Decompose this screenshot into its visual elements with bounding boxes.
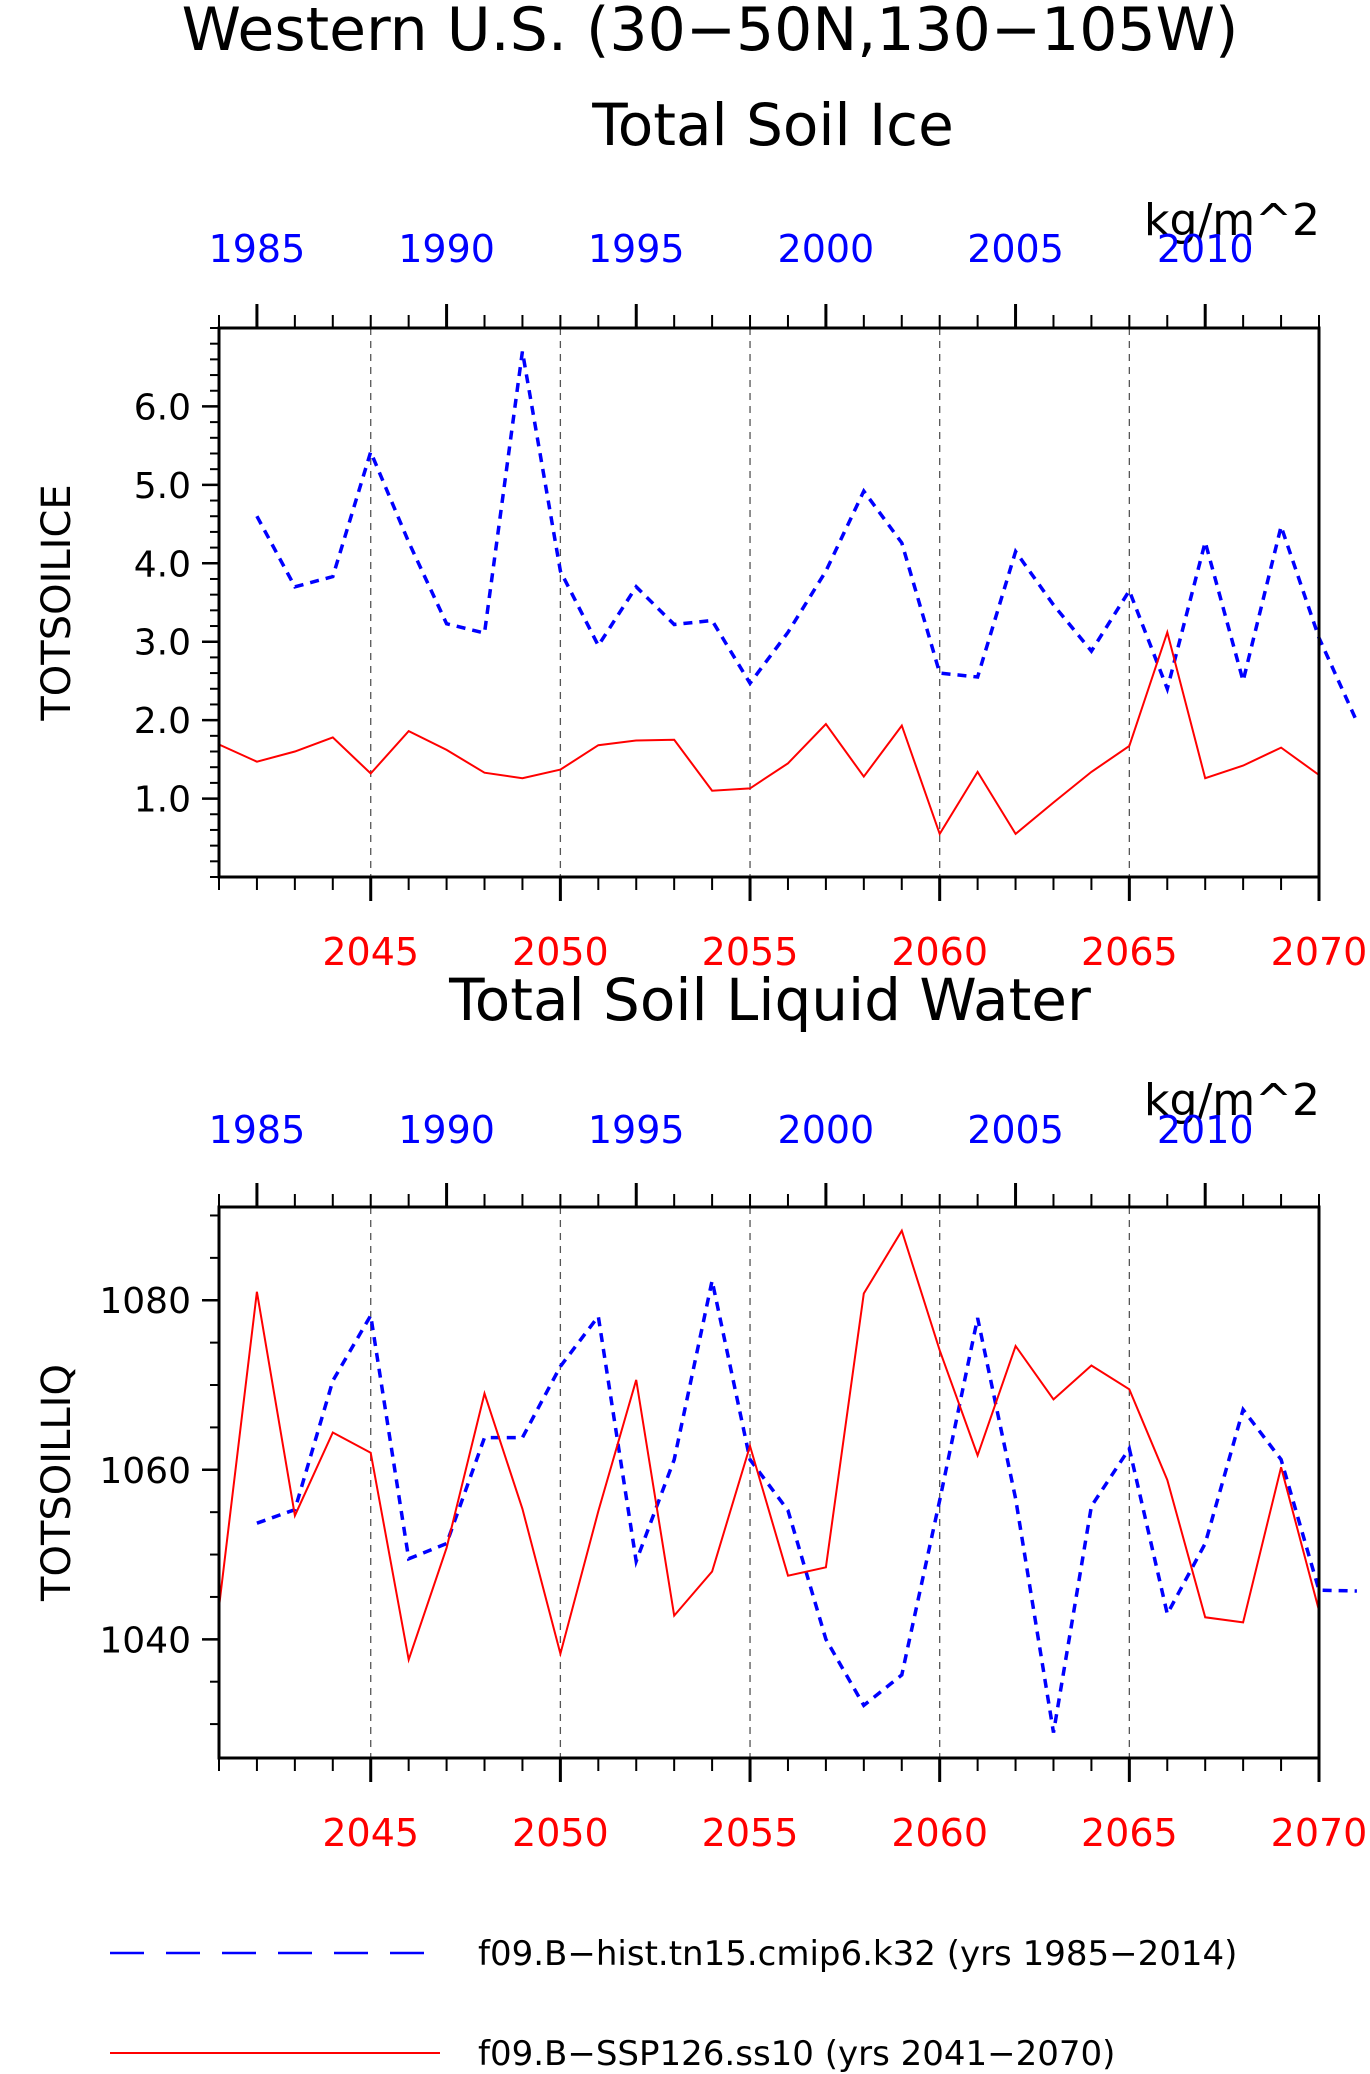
panel2-title: Total Soil Liquid Water bbox=[448, 966, 1091, 1034]
y-axis-label: TOTSOILLIQ bbox=[34, 1364, 80, 1602]
panel-soil-ice: 1.0 2.0 3.0 4.0 5.0 6.0 1985 1990 1995 2000 2005 20… bbox=[34, 227, 1367, 974]
y-tick-label: 1.0 bbox=[134, 780, 191, 821]
y-tick-label: 3.0 bbox=[134, 623, 191, 664]
bottom-x-tick-label: 2070 bbox=[1271, 930, 1368, 974]
y-tick-label: 1080 bbox=[99, 1281, 191, 1322]
series-line-hist bbox=[256, 1280, 1357, 1733]
bottom-x-tick-label: 2045 bbox=[322, 930, 419, 974]
y-tick-label: 4.0 bbox=[134, 544, 191, 585]
y-tick-label: 2.0 bbox=[134, 701, 191, 742]
bottom-x-tick-label: 2060 bbox=[891, 930, 988, 974]
panel-soil-liquid: 1040 1060 1080 1985 1990 1995 2000 2005 2010 2045… bbox=[34, 1108, 1367, 1855]
y-axis-label: TOTSOILICE bbox=[34, 484, 80, 721]
top-x-tick-label: 1995 bbox=[588, 227, 685, 271]
plot-frame bbox=[217, 1205, 1321, 1760]
bottom-x-tick-label: 2055 bbox=[702, 1811, 799, 1855]
y-tick-label: 6.0 bbox=[134, 387, 191, 428]
top-x-tick-label: 2010 bbox=[1157, 1108, 1254, 1152]
top-x-tick-label: 1985 bbox=[209, 1108, 306, 1152]
bottom-x-tick-label: 2055 bbox=[702, 930, 799, 974]
series-line-hist bbox=[255, 351, 1359, 723]
top-x-tick-label: 1985 bbox=[209, 227, 306, 271]
bottom-x-tick-label: 2050 bbox=[512, 930, 609, 974]
y-tick-label: 1040 bbox=[99, 1620, 191, 1661]
bottom-x-tick-label: 2070 bbox=[1271, 1811, 1368, 1855]
panel1-title: Total Soil Ice bbox=[591, 91, 954, 159]
top-x-tick-label: 1990 bbox=[398, 227, 495, 271]
series-line-ssp bbox=[218, 1228, 1320, 1664]
top-x-tick-label: 2005 bbox=[967, 1108, 1064, 1152]
legend-label-ssp: f09.B−SSP126.ss10 (yrs 2041−2070) bbox=[478, 2034, 1115, 2074]
y-tick-label: 5.0 bbox=[134, 466, 191, 507]
figure-title-line1: Western U.S. (30−50N,130−105W) bbox=[182, 0, 1239, 65]
top-x-tick-label: 2000 bbox=[778, 1108, 875, 1152]
top-x-tick-label: 2010 bbox=[1157, 227, 1254, 271]
top-x-tick-label: 1995 bbox=[588, 1108, 685, 1152]
top-x-tick-label: 2000 bbox=[778, 227, 875, 271]
bottom-x-tick-label: 2065 bbox=[1081, 1811, 1178, 1855]
legend-label-hist: f09.B−hist.tn15.cmip6.k32 (yrs 1985−2014… bbox=[478, 1934, 1237, 1974]
top-x-tick-label: 2005 bbox=[967, 227, 1064, 271]
y-tick-label: 1060 bbox=[99, 1451, 191, 1492]
series-line-ssp bbox=[218, 628, 1320, 837]
bottom-x-tick-label: 2065 bbox=[1081, 930, 1178, 974]
bottom-x-tick-label: 2045 bbox=[322, 1811, 419, 1855]
panel2-units: kg/m^2 bbox=[1144, 1075, 1320, 1126]
bottom-x-tick-label: 2050 bbox=[512, 1811, 609, 1855]
top-x-tick-label: 1990 bbox=[398, 1108, 495, 1152]
panel1-units: kg/m^2 bbox=[1144, 195, 1320, 246]
legend: f09.B−hist.tn15.cmip6.k32 (yrs 1985−2014… bbox=[110, 1934, 1237, 2074]
plot-frame bbox=[217, 326, 1321, 879]
bottom-x-tick-label: 2060 bbox=[891, 1811, 988, 1855]
